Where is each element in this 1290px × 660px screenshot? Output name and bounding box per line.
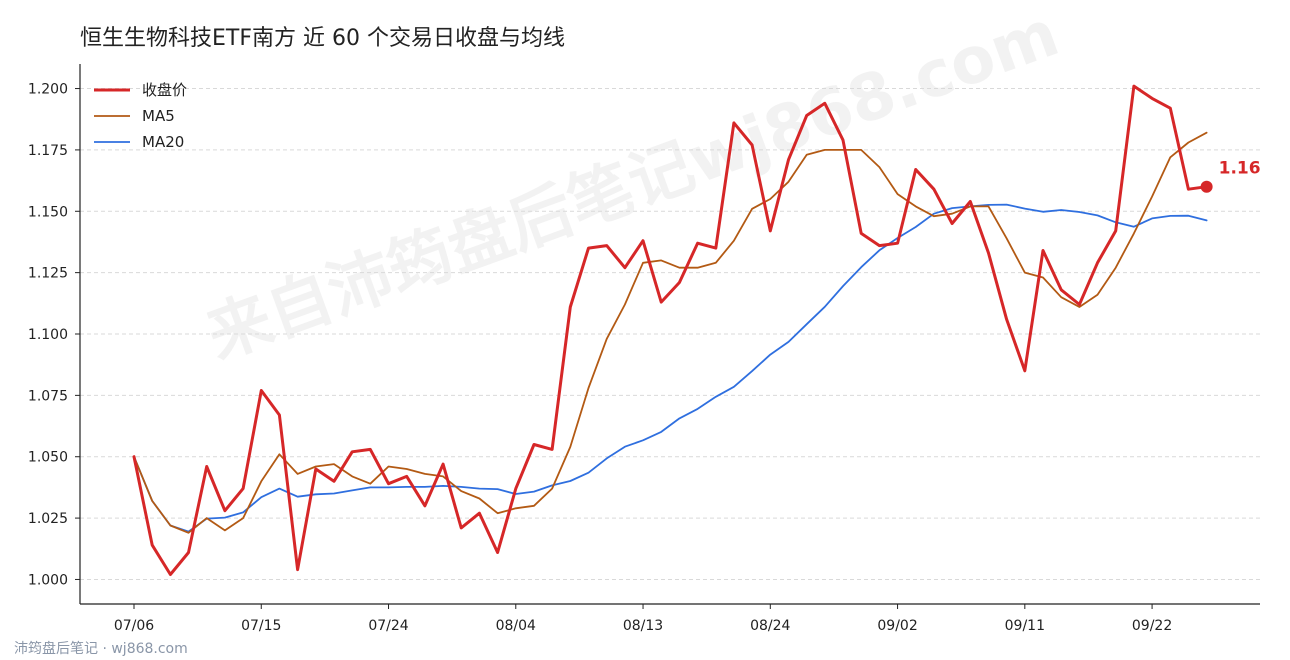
footer-source: 沛筠盘后笔记 · wj868.com (14, 640, 188, 657)
series-line-ma5 (133, 131, 1208, 534)
y-tick-label: 1.125 (28, 266, 68, 282)
legend-label-ma20: MA20 (142, 133, 184, 151)
y-axis-ticks: 1.000 1.025 1.050 1.075 1.100 1.125 1.150 1.175… (28, 82, 80, 588)
y-tick-label: 1.100 (28, 327, 68, 343)
y-tick-label: 1.175 (28, 143, 68, 159)
watermark: 来自沛筠盘后笔记wj868.com (198, 0, 1069, 374)
x-tick-label: 07/24 (368, 618, 408, 634)
end-point-marker (1200, 180, 1213, 193)
series-lines (132, 84, 1209, 576)
x-tick-label: 07/06 (114, 618, 154, 634)
x-tick-label: 08/24 (750, 618, 790, 634)
x-axis-ticks: 07/06 07/15 07/24 08/04 08/13 08/24 09/02 09/11… (114, 604, 1172, 634)
x-tick-label: 07/15 (241, 618, 281, 634)
y-tick-label: 1.200 (28, 82, 68, 98)
series-line-close (132, 84, 1209, 576)
x-tick-label: 08/04 (496, 618, 536, 634)
chart-title: 恒生生物科技ETF南方 近 60 个交易日收盘与均线 (80, 26, 565, 51)
series-line-ma20 (133, 203, 1208, 533)
x-tick-label: 09/22 (1132, 618, 1172, 634)
legend-label-close: 收盘价 (142, 81, 187, 99)
x-tick-label: 08/13 (623, 618, 663, 634)
y-tick-label: 1.150 (28, 204, 68, 220)
y-tick-label: 1.000 (28, 572, 68, 588)
gridlines (80, 88, 1260, 580)
end-marker-group: 1.16 (1200, 159, 1261, 193)
y-tick-label: 1.075 (28, 388, 68, 404)
end-value-label: 1.16 (1219, 159, 1261, 179)
watermark-text: 来自沛筠盘后笔记wj868.com (198, 0, 1069, 374)
legend-label-ma5: MA5 (142, 107, 175, 125)
y-tick-label: 1.025 (28, 511, 68, 527)
x-tick-label: 09/11 (1005, 618, 1045, 634)
y-tick-label: 1.050 (28, 450, 68, 466)
legend: 收盘价 MA5 MA20 (94, 81, 187, 151)
x-tick-label: 09/02 (877, 618, 917, 634)
